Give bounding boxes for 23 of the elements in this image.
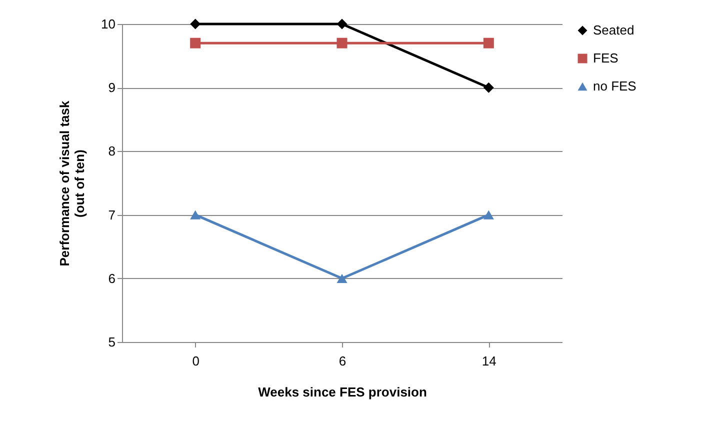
x-tick-label: 0 — [192, 354, 200, 368]
point — [483, 82, 494, 93]
y-tick-label: 7 — [108, 207, 116, 222]
point — [190, 210, 201, 220]
point — [483, 38, 494, 48]
point — [190, 38, 201, 48]
x-tick-label: 6 — [338, 354, 346, 368]
y-axis-title: Performance of visual task (out of ten) — [57, 100, 88, 266]
y-tick-label: 6 — [108, 270, 116, 286]
y-tick-label: 10 — [101, 16, 116, 32]
legend-label: Seated — [593, 22, 634, 38]
legend-label: FES — [593, 50, 619, 66]
point — [190, 18, 201, 30]
y-tick-label: 8 — [108, 144, 116, 159]
x-tick-label: 14 — [482, 354, 496, 368]
y-tick-label: 5 — [108, 334, 116, 350]
point — [483, 210, 494, 220]
point — [336, 18, 348, 30]
x-axis-title: Weeks since FES provision — [258, 384, 427, 400]
legend-label: no FES — [593, 78, 637, 94]
y-tick-label: 9 — [108, 80, 116, 96]
point — [336, 38, 348, 48]
point — [336, 274, 348, 283]
